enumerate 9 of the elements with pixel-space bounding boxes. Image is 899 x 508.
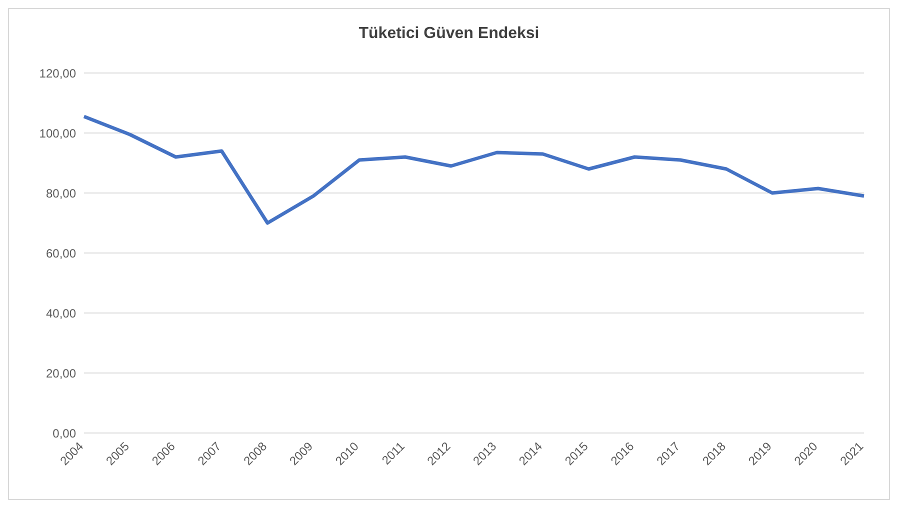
y-tick-label: 40,00 bbox=[46, 306, 76, 320]
y-tick-label: 80,00 bbox=[46, 186, 76, 200]
y-tick-label: 100,00 bbox=[39, 126, 76, 140]
y-tick-label: 60,00 bbox=[46, 246, 76, 260]
line-series bbox=[82, 114, 866, 225]
chart-title: Tüketici Güven Endeksi bbox=[358, 25, 540, 43]
y-tick-label: 120,00 bbox=[39, 66, 76, 80]
y-tick-label: 20,00 bbox=[46, 366, 76, 380]
y-tick-label: 0,00 bbox=[52, 426, 76, 440]
